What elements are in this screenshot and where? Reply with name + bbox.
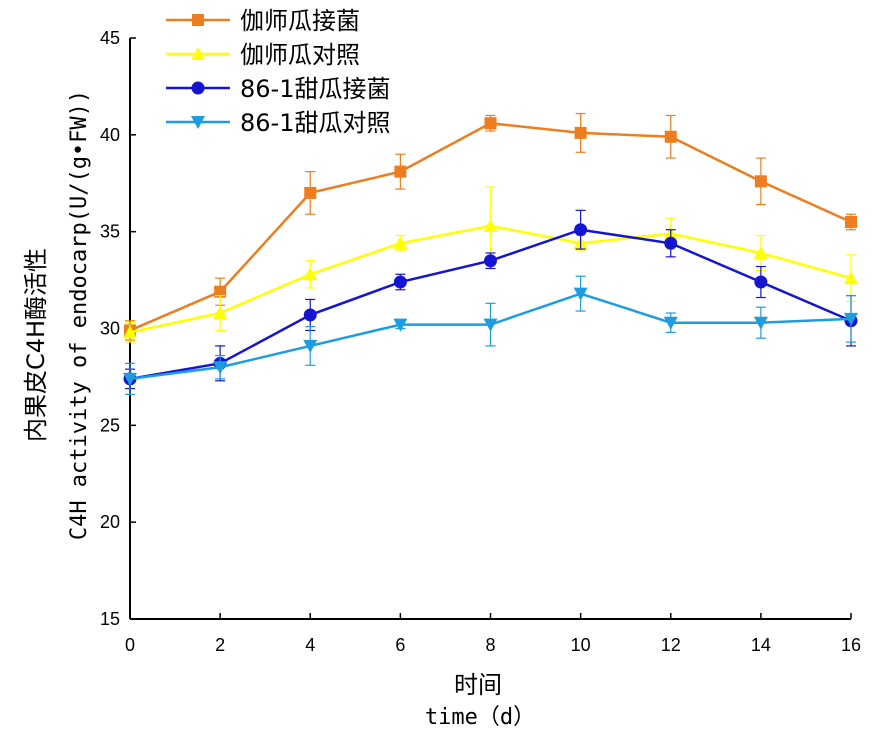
legend-item: 伽师瓜对照 — [166, 41, 360, 69]
data-point — [303, 308, 317, 322]
data-point — [484, 117, 497, 130]
series-layer — [123, 112, 858, 395]
data-point — [214, 285, 227, 298]
x-tick-label: 6 — [395, 635, 405, 655]
data-point — [123, 372, 137, 386]
data-point — [304, 186, 317, 199]
ticks: 0 2 4 6 8 10 12 14 16 15 20 25 30 35 40 45 — [100, 28, 861, 655]
data-point — [191, 81, 205, 95]
data-point — [484, 254, 497, 268]
data-point — [753, 316, 768, 330]
y-axis-title-en: C4H activity of endocarp(U/(g•FW)) — [67, 90, 92, 540]
x-tick-label: 12 — [661, 635, 681, 655]
data-point — [754, 275, 768, 289]
x-tick-label: 8 — [485, 635, 495, 655]
data-point — [483, 318, 498, 332]
y-tick-label: 20 — [100, 512, 120, 532]
legend-label: 伽师瓜接菌 — [240, 7, 360, 35]
data-point — [574, 126, 587, 139]
series-4 — [123, 275, 858, 395]
data-point — [753, 245, 768, 259]
y-tick-label: 45 — [100, 28, 120, 48]
legend-label: 伽师瓜对照 — [240, 41, 360, 69]
data-point — [844, 312, 858, 326]
data-point — [303, 339, 318, 353]
data-point — [393, 236, 408, 250]
series-2 — [123, 186, 858, 343]
legend-item: 伽师瓜接菌 — [166, 7, 360, 35]
data-point — [123, 325, 137, 339]
x-tick-label: 10 — [571, 635, 591, 655]
legend-item: 86-1甜瓜对照 — [166, 109, 390, 137]
data-point — [754, 175, 767, 188]
data-point — [483, 218, 498, 232]
data-point — [393, 275, 407, 289]
data-point — [393, 318, 408, 332]
y-tick-label: 35 — [100, 222, 120, 242]
y-tick-label: 25 — [100, 415, 120, 435]
data-point — [573, 287, 588, 301]
legend-label: 86-1甜瓜接菌 — [240, 75, 390, 103]
x-tick-label: 16 — [841, 635, 861, 655]
data-point — [213, 361, 228, 375]
y-tick-label: 40 — [100, 125, 120, 145]
data-point — [663, 316, 678, 330]
data-point — [191, 47, 205, 60]
data-point — [664, 130, 677, 143]
x-tick-label: 0 — [125, 635, 135, 655]
legend-item: 86-1甜瓜接菌 — [166, 75, 390, 103]
data-point — [574, 223, 588, 237]
data-point — [303, 267, 318, 281]
y-tick-label: 30 — [100, 319, 120, 339]
data-point — [844, 271, 858, 285]
data-point — [664, 236, 678, 250]
data-point — [191, 116, 205, 129]
x-tick-label: 14 — [751, 635, 771, 655]
data-point — [394, 165, 407, 178]
y-axis-title-cn: 内果皮C4H酶活性 — [22, 248, 50, 442]
x-axis-title-en: time（d） — [425, 705, 535, 730]
data-point — [192, 14, 204, 26]
x-tick-label: 4 — [305, 635, 315, 655]
data-point — [213, 306, 228, 320]
x-tick-label: 2 — [215, 635, 225, 655]
y-tick-label: 15 — [100, 609, 120, 629]
x-axis-title-cn: 时间 — [454, 671, 502, 699]
data-point — [845, 215, 857, 228]
legend-label: 86-1甜瓜对照 — [240, 109, 390, 137]
